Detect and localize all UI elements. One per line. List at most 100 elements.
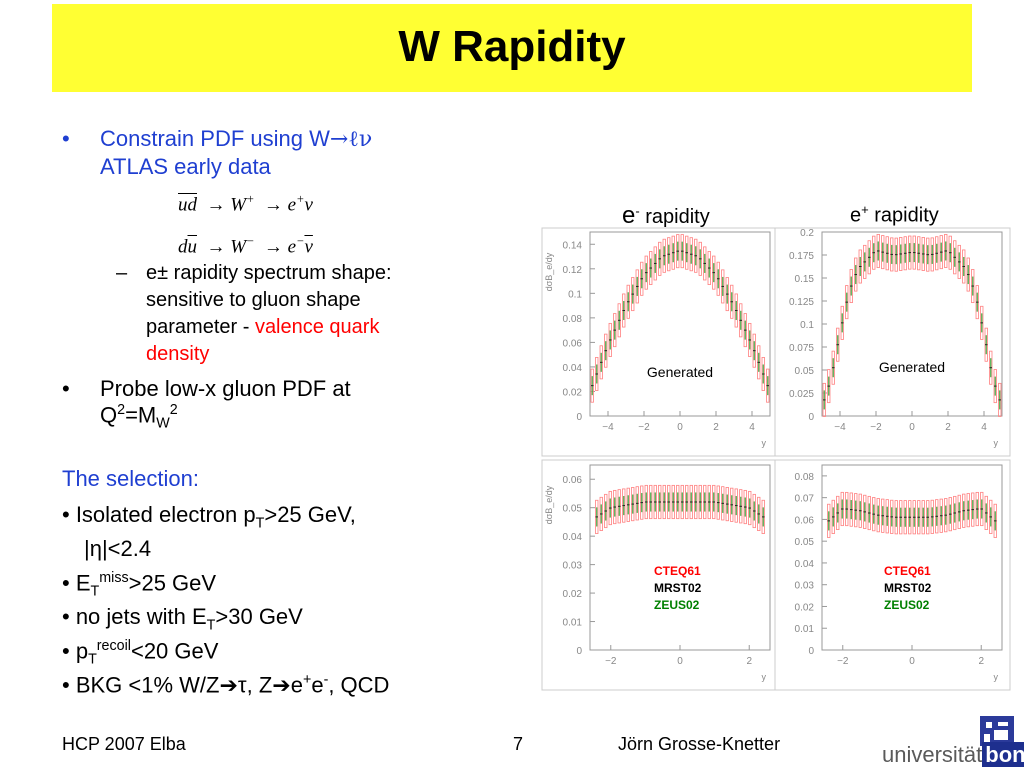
sub-bullet-l3-red: valence quark [254, 316, 380, 338]
cteq-error-bar [858, 249, 862, 284]
cteq-error-bar [626, 487, 630, 522]
cteq-error-bar [676, 484, 680, 520]
cteq-error-bar [984, 495, 988, 530]
eq1-w: W [230, 194, 247, 216]
eq1-esup: + [296, 192, 305, 206]
bullet2-wsub: W [156, 415, 170, 432]
cteq-error-bar [921, 237, 925, 271]
y-tick-label: 0.08 [795, 472, 815, 483]
sel3a: • E [62, 570, 91, 596]
y-tick-label: 0.07 [795, 494, 815, 505]
cteq-error-bar [703, 484, 707, 520]
cteq-error-bar [721, 269, 725, 304]
cteq-error-bar [761, 499, 765, 534]
cteq-error-bar [939, 498, 943, 533]
cteq-error-bar [962, 249, 966, 284]
cteq-error-bar [975, 491, 979, 527]
cteq-error-bar [712, 255, 716, 290]
equation-1: ud → W+ → e+ν [178, 192, 313, 216]
cteq-error-bar [748, 322, 752, 357]
cteq-error-bar [590, 368, 594, 403]
sel1a: • Isolated electron p [62, 502, 256, 527]
sub-bullet-dash: – [116, 262, 128, 284]
slide-title: W Rapidity [398, 22, 626, 71]
cteq-error-bar [761, 357, 765, 391]
bullet2-l2: Q2=MW2 [100, 402, 178, 432]
sub-bullet-l1: e± rapidity spectrum shape: [146, 262, 392, 284]
cteq-error-bar [752, 493, 756, 529]
sel4b: >30 GeV [215, 604, 303, 629]
cteq-error-bar [658, 241, 662, 276]
cteq-error-bar [734, 293, 738, 328]
y-tick-label: 0.06 [563, 475, 583, 486]
university-crest-icon [974, 714, 1020, 753]
cteq-error-bar [836, 327, 840, 362]
cteq-error-bar [667, 484, 671, 520]
x-tick-label: 4 [749, 422, 755, 433]
x-tick-label: −2 [837, 656, 849, 667]
y-tick-label: 0.025 [789, 389, 814, 400]
cteq-error-bar [649, 484, 653, 520]
cteq-error-bar [644, 484, 648, 520]
sel1b: >25 GeV, [264, 502, 356, 527]
eq1-lhs: ud [178, 194, 197, 216]
y-tick-label: 0.06 [563, 338, 583, 349]
cteq-error-bar [599, 345, 603, 380]
cteq-error-bar [640, 261, 644, 296]
bullet2-q: Q [100, 402, 118, 428]
x-axis-label: y [994, 672, 999, 682]
cteq-error-bar [912, 235, 916, 270]
selection-item-6: • BKG <1% W/Z➔τ, Z➔e+e-, QCD [62, 672, 389, 698]
cteq-error-bar [930, 499, 934, 534]
cteq-error-bar [849, 492, 853, 527]
cteq-error-bar [966, 257, 970, 292]
title-bar: W Rapidity [52, 4, 972, 92]
y-axis-label: dσB_e/dy [544, 485, 554, 524]
cteq-error-bar [836, 495, 840, 530]
cteq-error-bar [831, 499, 835, 534]
cteq-error-bar [962, 493, 966, 528]
bullet2-wsup: 2 [169, 402, 178, 418]
selection-item-5: • pTrecoil<20 GeV [62, 638, 218, 668]
cteq-error-bar [671, 235, 675, 270]
chart-frame-eminus_top [589, 231, 771, 417]
selection-item-4: • no jets with ET>30 GeV [62, 604, 303, 633]
cteq-error-bar [876, 234, 880, 268]
y-tick-label: 0.1 [568, 289, 582, 300]
cteq-error-bar [948, 235, 952, 270]
pt-em-sup: - [635, 203, 640, 219]
legend-entry-cteq61: CTEQ61 [884, 564, 931, 578]
x-tick-label: −4 [602, 422, 614, 433]
x-tick-label: 2 [713, 422, 719, 433]
cteq-error-bar [595, 499, 599, 534]
cteq-error-bar [935, 499, 939, 534]
bullet2-marker: • [62, 376, 70, 401]
y-tick-label: 0.01 [795, 624, 815, 635]
cteq-error-bar [725, 487, 729, 522]
cteq-error-bar [640, 485, 644, 520]
cteq-error-bar [644, 255, 648, 290]
cteq-error-bar [903, 500, 907, 535]
cteq-error-bar [885, 499, 889, 534]
bullet1-line1: Constrain PDF using W→ℓν [100, 126, 372, 152]
y-tick-label: 0.06 [795, 515, 815, 526]
cteq-error-bar [921, 500, 925, 535]
sub-bullet-l3-black: parameter - [146, 316, 255, 338]
x-tick-label: −2 [638, 422, 650, 433]
x-tick-label: 2 [945, 422, 951, 433]
logo-text: universität [882, 742, 983, 767]
cteq-error-bar [617, 489, 621, 524]
cteq-error-bar [730, 284, 734, 319]
sel4a: • no jets with E [62, 604, 207, 629]
y-tick-label: 0 [576, 646, 582, 657]
cteq-error-bar [822, 382, 826, 417]
cteq-error-bar [899, 237, 903, 271]
cteq-error-bar [971, 492, 975, 527]
eq2-lhs: du [178, 236, 197, 258]
cteq-error-bar [608, 322, 612, 357]
bullet-marker: • [62, 126, 70, 151]
cteq-error-bar [854, 257, 858, 292]
cteq-error-bar [707, 484, 711, 520]
cteq-error-bar [831, 350, 835, 385]
bullet2-eq: =M [125, 402, 157, 428]
